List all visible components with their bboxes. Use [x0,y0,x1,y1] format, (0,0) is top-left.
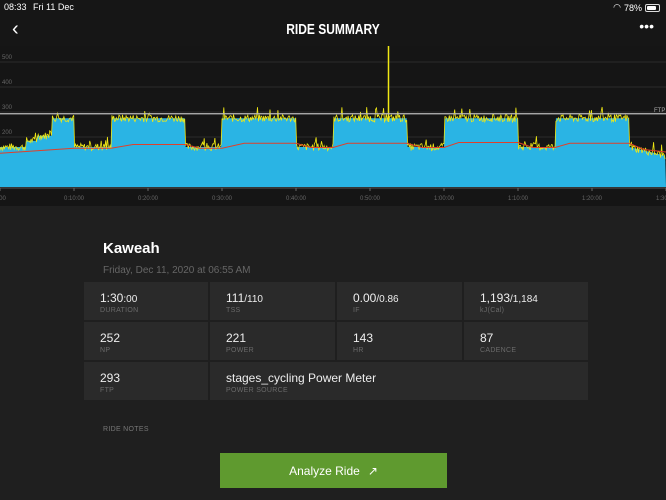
power-area [0,118,666,187]
stat-value: 293 [100,371,121,385]
average-line [0,142,666,154]
analyze-ride-label: Analyze Ride [289,463,360,478]
x-tick-label: 1:00:00 [434,196,455,202]
battery-icon [645,3,660,12]
stat-value: 1,193/1,184 [480,291,538,305]
stat-value: 221 [226,331,247,345]
x-tick-label: 0:20:00 [138,196,159,202]
stat-cadence: 87 CADENCE [464,322,588,360]
y-tick-label: 200 [2,130,13,136]
power-chart[interactable]: 200 300 400 500 FTP 0:00 0:10:00 0:20:00 0:30:00… [0,46,666,206]
page-title: RIDE SUMMARY [286,21,380,38]
external-link-icon: ↗ [367,463,378,478]
y-tick-label: 300 [2,105,13,111]
status-date: Fri 11 Dec [33,2,74,12]
stat-power-source: stages_cycling Power Meter POWER SOURCE [210,362,588,400]
y-tick-label: 400 [2,80,13,86]
stat-label: POWER SOURCE [226,387,288,394]
stat-value: 111/110 [226,291,263,305]
stat-duration: 1:30:00 DURATION [84,282,208,320]
stats-grid: 1:30:00 DURATION 111/110 TSS 0.00/0.86 IF 1,19… [84,282,588,400]
stat-label: DURATION [100,307,139,314]
ride-name: Kaweah [103,240,160,257]
stat-label: POWER [226,347,254,354]
x-tick-label: 0:30:00 [212,196,233,202]
stat-if: 0.00/0.86 IF [337,282,462,320]
x-tick-label: 1:20:00 [582,196,603,202]
ride-date: Friday, Dec 11, 2020 at 06:55 AM [103,265,251,276]
stat-label: kJ(Cal) [480,307,505,314]
x-tick-label: 0:10:00 [64,196,85,202]
stat-label: FTP [100,387,115,394]
ellipsis-icon: ••• [639,18,654,34]
stat-label: TSS [226,307,241,314]
nav-header: ‹ RIDE SUMMARY ••• [0,14,666,46]
stat-value: 87 [480,331,494,345]
stat-kj-cal-: 1,193/1,184 kJ(Cal) [464,282,588,320]
stat-label: NP [100,347,111,354]
analyze-ride-button[interactable]: Analyze Ride ↗ [220,453,447,488]
stat-hr: 143 HR [337,322,462,360]
wifi-icon: ◠ [613,2,621,12]
stat-value: 143 [353,331,374,345]
x-tick-label: 0:40:00 [286,196,307,202]
y-tick-label: 500 [2,55,13,61]
x-tick-label: 0:00 [0,196,6,202]
stat-tss: 111/110 TSS [210,282,335,320]
stat-value: 1:30:00 [100,291,138,305]
x-tick-label: 0:50:00 [360,196,381,202]
x-tick-label: 1:10:00 [508,196,529,202]
stat-value: 252 [100,331,121,345]
stat-ftp: 293 FTP [84,362,208,400]
x-tick-label: 1:30:00 [656,196,666,202]
status-bar: 08:33 Fri 11 Dec ◠ 78% [0,0,666,14]
stat-label: CADENCE [480,347,517,354]
stat-np: 252 NP [84,322,208,360]
stat-value: 0.00/0.86 [353,291,399,305]
stat-power: 221 POWER [210,322,335,360]
more-button[interactable]: ••• [639,18,654,34]
stat-value: stages_cycling Power Meter [226,371,377,385]
status-time: 08:33 [4,2,27,12]
back-button[interactable]: ‹ [12,18,19,41]
ftp-label: FTP [654,108,665,114]
stat-label: HR [353,347,364,354]
stat-label: IF [353,307,360,314]
battery-percent: 78% [623,2,642,13]
chevron-left-icon: ‹ [12,18,19,40]
ride-notes-label[interactable]: RIDE NOTES [103,426,149,433]
